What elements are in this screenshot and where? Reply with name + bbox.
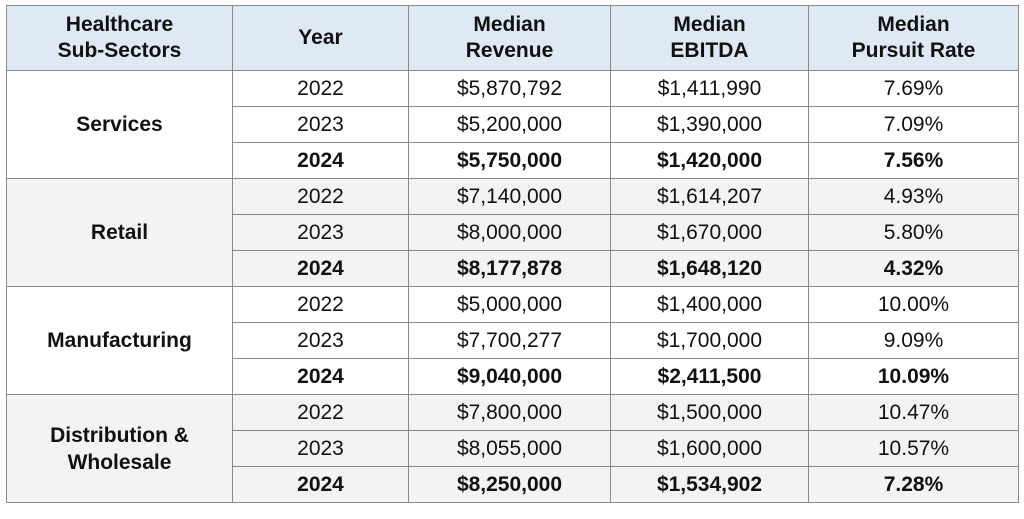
table-row: 2023 $8,055,000 $1,600,000 10.57% bbox=[7, 430, 1019, 467]
median-revenue-cell: $5,870,792 bbox=[408, 70, 611, 107]
year-cell: 2024 bbox=[232, 466, 409, 503]
sector-name-line2: Wholesale bbox=[67, 450, 172, 474]
median-revenue-cell: $7,700,277 bbox=[408, 322, 611, 359]
year-cell: 2022 bbox=[232, 286, 409, 323]
median-ebitda-cell: $1,400,000 bbox=[610, 286, 809, 323]
header-sub-sectors-line2: Sub-Sectors bbox=[57, 39, 182, 62]
header-median-revenue: Median Revenue bbox=[408, 5, 611, 71]
median-pursuit-rate-cell: 4.32% bbox=[808, 250, 1019, 287]
median-ebitda-cell: $1,390,000 bbox=[610, 106, 809, 143]
sector-name-line1: Retail bbox=[90, 221, 149, 244]
header-year: Year bbox=[232, 5, 409, 71]
median-ebitda-cell: $1,534,902 bbox=[610, 466, 809, 503]
sector-name-line1: Services bbox=[76, 113, 163, 136]
median-pursuit-rate-cell: 5.80% bbox=[808, 214, 1019, 251]
sector-name-cell: Distribution & Wholesale bbox=[6, 394, 233, 503]
header-sub-sectors: Healthcare Sub-Sectors bbox=[6, 5, 233, 71]
median-pursuit-rate-cell: 10.47% bbox=[808, 394, 1019, 431]
median-pursuit-rate-cell: 10.09% bbox=[808, 358, 1019, 395]
median-revenue-cell: $5,000,000 bbox=[408, 286, 611, 323]
table-row: 2024 $8,250,000 $1,534,902 7.28% bbox=[7, 466, 1019, 503]
median-pursuit-rate-cell: 7.28% bbox=[808, 466, 1019, 503]
sector-name-line1: Manufacturing bbox=[47, 329, 192, 352]
year-cell: 2023 bbox=[232, 322, 409, 359]
sector-name-line1: Distribution & bbox=[50, 423, 189, 447]
median-revenue-cell: $7,800,000 bbox=[408, 394, 611, 431]
median-revenue-cell: $7,140,000 bbox=[408, 178, 611, 215]
header-median-ebitda: Median EBITDA bbox=[610, 5, 809, 71]
year-cell: 2024 bbox=[232, 250, 409, 287]
header-sub-sectors-line1: Healthcare bbox=[65, 13, 174, 36]
median-ebitda-cell: $1,614,207 bbox=[610, 178, 809, 215]
table-row: 2024 $5,750,000 $1,420,000 7.56% bbox=[7, 142, 1019, 179]
median-pursuit-rate-cell: 7.56% bbox=[808, 142, 1019, 179]
median-revenue-cell: $5,200,000 bbox=[408, 106, 611, 143]
header-median-pursuit-rate: Median Pursuit Rate bbox=[808, 5, 1019, 71]
header-pursuit-line1: Median bbox=[877, 13, 950, 36]
year-cell: 2022 bbox=[232, 394, 409, 431]
table-row: 2024 $8,177,878 $1,648,120 4.32% bbox=[7, 250, 1019, 287]
median-revenue-cell: $8,250,000 bbox=[408, 466, 611, 503]
header-year-label: Year bbox=[298, 26, 343, 49]
median-pursuit-rate-cell: 7.69% bbox=[808, 70, 1019, 107]
median-pursuit-rate-cell: 9.09% bbox=[808, 322, 1019, 359]
header-row: Healthcare Sub-Sectors Year Median Reven… bbox=[6, 5, 1019, 71]
year-cell: 2022 bbox=[232, 178, 409, 215]
year-cell: 2024 bbox=[232, 142, 409, 179]
table-body: Services 2022 $5,870,792 $1,411,990 7.69% 202… bbox=[6, 70, 1019, 503]
table-row: 2023 $5,200,000 $1,390,000 7.09% bbox=[7, 106, 1019, 143]
table-row: 2023 $8,000,000 $1,670,000 5.80% bbox=[7, 214, 1019, 251]
median-ebitda-cell: $2,411,500 bbox=[610, 358, 809, 395]
table-row: 2023 $7,700,277 $1,700,000 9.09% bbox=[7, 322, 1019, 359]
year-cell: 2022 bbox=[232, 70, 409, 107]
median-ebitda-cell: $1,670,000 bbox=[610, 214, 809, 251]
median-pursuit-rate-cell: 4.93% bbox=[808, 178, 1019, 215]
median-revenue-cell: $8,000,000 bbox=[408, 214, 611, 251]
median-revenue-cell: $8,177,878 bbox=[408, 250, 611, 287]
median-revenue-cell: $9,040,000 bbox=[408, 358, 611, 395]
healthcare-subsector-table: Healthcare Sub-Sectors Year Median Reven… bbox=[6, 5, 1019, 503]
sector-name-cell: Retail bbox=[6, 178, 233, 287]
table-row: Manufacturing 2022 $5,000,000 $1,400,000 10.… bbox=[6, 286, 1019, 395]
median-ebitda-cell: $1,648,120 bbox=[610, 250, 809, 287]
median-ebitda-cell: $1,600,000 bbox=[610, 430, 809, 467]
median-ebitda-cell: $1,500,000 bbox=[610, 394, 809, 431]
median-pursuit-rate-cell: 7.09% bbox=[808, 106, 1019, 143]
median-ebitda-cell: $1,411,990 bbox=[610, 70, 809, 107]
median-ebitda-cell: $1,700,000 bbox=[610, 322, 809, 359]
sector-name-cell: Manufacturing bbox=[6, 286, 233, 395]
table-row: Retail 2022 $7,140,000 $1,614,207 4.93% bbox=[6, 178, 1019, 287]
header-ebitda-line1: Median bbox=[673, 13, 746, 36]
header-revenue-line2: Revenue bbox=[465, 39, 554, 62]
header-ebitda-line2: EBITDA bbox=[670, 39, 749, 62]
table-row: Distribution & Wholesale 2022 $7,800,000 $1,… bbox=[6, 394, 1019, 503]
table-row: Services 2022 $5,870,792 $1,411,990 7.69% bbox=[6, 70, 1019, 179]
header-pursuit-line2: Pursuit Rate bbox=[851, 39, 976, 62]
year-cell: 2023 bbox=[232, 106, 409, 143]
median-pursuit-rate-cell: 10.57% bbox=[808, 430, 1019, 467]
median-ebitda-cell: $1,420,000 bbox=[610, 142, 809, 179]
header-revenue-line1: Median bbox=[473, 13, 546, 36]
year-cell: 2024 bbox=[232, 358, 409, 395]
median-revenue-cell: $5,750,000 bbox=[408, 142, 611, 179]
year-cell: 2023 bbox=[232, 430, 409, 467]
median-pursuit-rate-cell: 10.00% bbox=[808, 286, 1019, 323]
table-row: 2024 $9,040,000 $2,411,500 10.09% bbox=[7, 358, 1019, 395]
sector-name-cell: Services bbox=[6, 70, 233, 179]
year-cell: 2023 bbox=[232, 214, 409, 251]
median-revenue-cell: $8,055,000 bbox=[408, 430, 611, 467]
